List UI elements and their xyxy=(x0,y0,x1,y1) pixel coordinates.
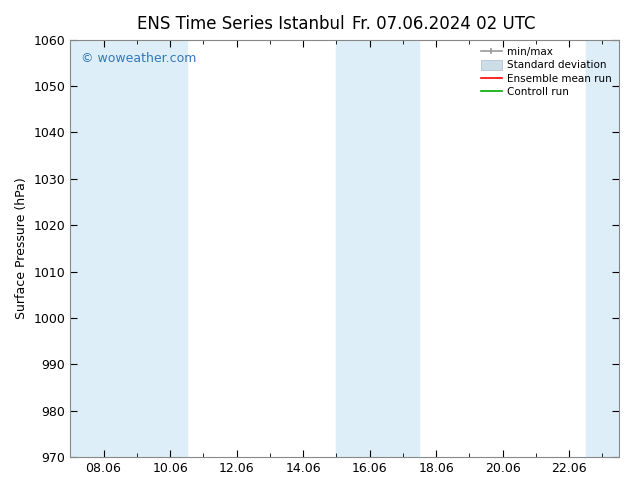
Text: Fr. 07.06.2024 02 UTC: Fr. 07.06.2024 02 UTC xyxy=(352,15,536,33)
Bar xyxy=(336,40,370,457)
Bar xyxy=(586,40,619,457)
Bar xyxy=(370,40,420,457)
Bar xyxy=(137,40,186,457)
Text: ENS Time Series Istanbul: ENS Time Series Istanbul xyxy=(137,15,345,33)
Legend: min/max, Standard deviation, Ensemble mean run, Controll run: min/max, Standard deviation, Ensemble me… xyxy=(477,43,616,101)
Bar xyxy=(70,40,137,457)
Y-axis label: Surface Pressure (hPa): Surface Pressure (hPa) xyxy=(15,177,28,319)
Text: © woweather.com: © woweather.com xyxy=(81,52,197,65)
